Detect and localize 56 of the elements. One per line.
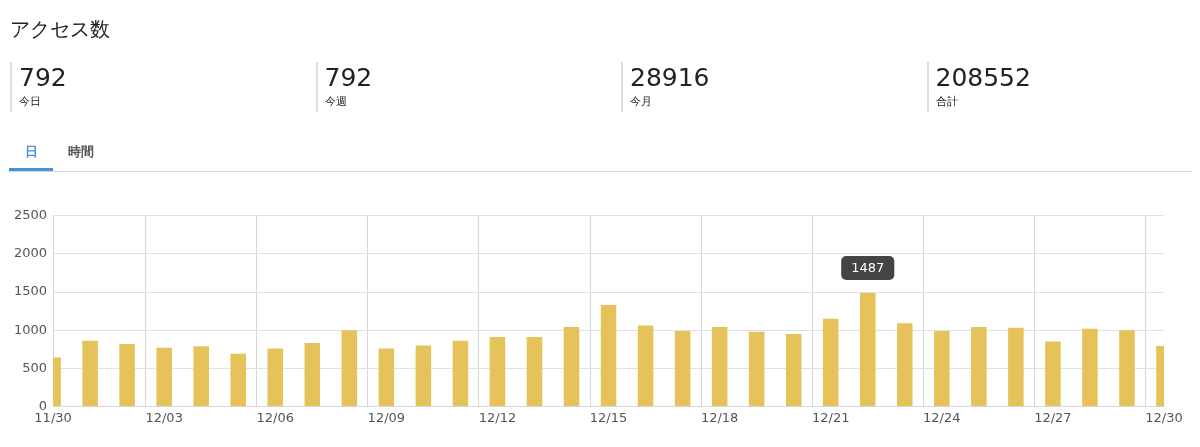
bar	[156, 347, 172, 406]
x-tick-label: 12/21	[811, 409, 850, 425]
y-tick-label: 1000	[13, 321, 48, 337]
bar	[1082, 328, 1098, 406]
bar	[378, 348, 395, 406]
text: 792	[324, 62, 373, 94]
bar	[674, 330, 691, 406]
bar	[934, 330, 950, 406]
text: 792	[19, 62, 67, 94]
y-tick-label: 2500	[13, 207, 48, 223]
text: 合計	[935, 94, 959, 110]
x-tick-label: 12/12	[478, 409, 517, 425]
x-tick-label: 12/30	[1145, 409, 1183, 425]
bar	[267, 348, 284, 406]
bar	[822, 318, 839, 406]
x-tick-label: 12/24	[923, 409, 961, 425]
bar	[230, 353, 247, 406]
bar	[785, 333, 802, 406]
x-tick-label: 12/15	[589, 409, 628, 425]
bar	[304, 343, 321, 406]
chart-title: アクセス数	[10, 16, 110, 43]
y-tick-label: 500	[22, 359, 48, 375]
bar	[489, 337, 506, 406]
bar	[526, 337, 543, 406]
text: 今日	[19, 94, 42, 110]
bar	[119, 343, 135, 406]
bar	[341, 330, 358, 406]
y-tick-label: 2000	[13, 245, 48, 261]
text: 208552	[935, 62, 1031, 94]
bar	[1008, 327, 1024, 406]
y-tick-label: 1500	[13, 283, 48, 299]
bar	[415, 345, 432, 406]
bar	[193, 346, 209, 406]
text: 今月	[630, 94, 653, 110]
bar	[600, 305, 617, 406]
bar	[748, 331, 765, 406]
bar	[711, 327, 728, 406]
x-tick-label: 12/18	[700, 409, 739, 425]
text: 時間	[68, 143, 94, 161]
x-tick-label: 12/27	[1034, 409, 1072, 425]
x-tick-label: 12/03	[145, 409, 183, 425]
bar	[1119, 330, 1135, 406]
text: 28916	[630, 62, 710, 94]
x-tick-label: 12/06	[256, 409, 294, 425]
bar	[563, 327, 580, 406]
text: 日	[9, 143, 53, 171]
bar	[971, 327, 987, 406]
x-tick-label: 12/09	[367, 409, 406, 425]
bar	[859, 293, 876, 406]
text: 今週	[324, 94, 348, 110]
bar	[897, 323, 913, 406]
data-label: 1487	[851, 260, 885, 276]
bar	[637, 325, 654, 406]
bar	[82, 340, 98, 406]
bar	[452, 340, 469, 406]
bar	[1045, 341, 1061, 406]
